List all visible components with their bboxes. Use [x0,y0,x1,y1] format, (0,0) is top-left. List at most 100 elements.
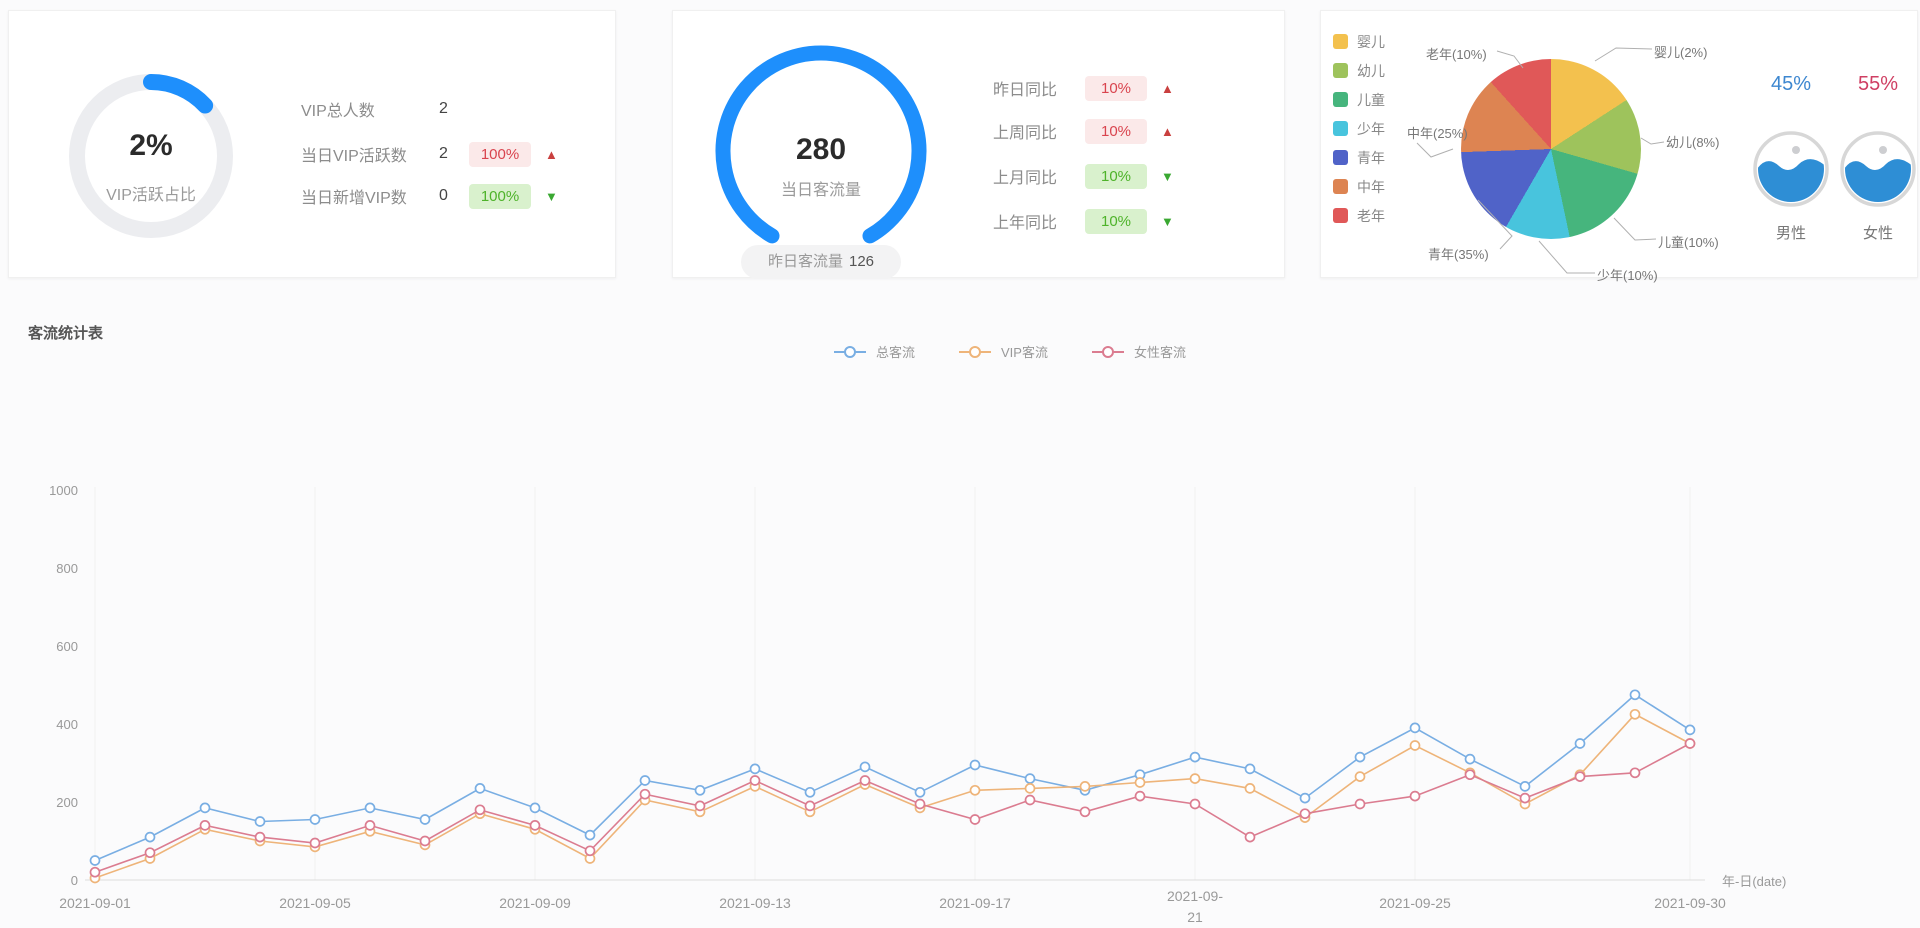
data-point-marker [1189,751,1201,763]
pie-legend-item[interactable]: 幼儿 [1333,56,1385,85]
vip-summary-card: 2% VIP活跃占比 VIP总人数 2 当日VIP活跃数 2 100% ▲ 当日新增VIP数… [8,10,616,278]
x-tick-label: 2021-09-30 [1654,895,1726,911]
data-point-marker [1574,769,1586,781]
label-connector-line [1640,137,1665,145]
data-point-marker [584,845,596,857]
label-connector-line [1416,142,1454,158]
pie-legend-item[interactable]: 青年 [1333,143,1385,172]
traffic-stat-row: 上周同比 10% ▲ [993,116,1174,146]
traffic-today-value: 280 [795,133,847,166]
data-point-marker [144,853,156,864]
chart-legend-item[interactable]: 总客流 [834,342,915,361]
label-connector-line [1496,50,1524,69]
data-point-marker [419,814,431,825]
line-chart-legend: 总客流 VIP客流 女性客流 [700,342,1320,361]
data-point-marker [914,802,926,814]
male-avatar-icon [1753,131,1829,207]
vip-donut-gauge [69,74,233,238]
data-point-marker [969,814,981,825]
x-axis-name: 年-日(date) [1722,874,1786,889]
pie-legend-item[interactable]: 少年 [1333,114,1385,143]
trend-up-icon: ▲ [1161,80,1174,96]
pie-slice-label: 老年(10%) [1426,47,1487,62]
y-tick-label: 0 [71,873,78,888]
data-point-marker [1409,722,1421,734]
data-point-marker [529,802,541,814]
trend-down-icon: ▼ [545,188,558,204]
data-point-marker [1134,777,1146,788]
data-point-marker [309,841,321,853]
data-point-marker [1299,808,1311,820]
data-point-marker [1684,724,1696,736]
legend-swatch-icon [1333,179,1348,194]
legend-label: 老年 [1357,207,1385,224]
trend-up-icon: ▲ [545,146,558,162]
legend-label: 总客流 [876,345,916,360]
data-point-marker [859,761,871,773]
legend-label: 女性客流 [1133,345,1186,360]
data-point-marker [474,808,486,820]
label-connector-line [1594,47,1653,62]
data-point-marker [419,835,431,847]
data-point-marker [639,775,651,786]
trend-down-icon: ▼ [1161,168,1174,184]
data-point-marker [1079,784,1091,796]
pill-label: 昨日客流量 [767,253,843,270]
pie-legend-item[interactable]: 婴儿 [1333,27,1385,56]
data-point-marker [1574,771,1586,782]
trend-down-icon: ▼ [1161,213,1174,229]
legend-line-marker-icon [1091,345,1124,358]
data-point-marker [474,804,486,816]
data-point-marker [144,847,156,859]
data-point-marker [749,781,761,792]
demographics-card: 婴儿 幼儿 儿童 少年 青年 中年 老年 老年(10%) 婴儿(2%) 中年(25%) 幼儿(8%… [1320,10,1918,283]
traffic-today-label: 当日客流量 [780,182,861,199]
pie-legend-item[interactable]: 中年 [1333,172,1385,201]
x-tick-label: 2021-09-25 [1379,895,1451,911]
stat-label: 昨日同比 [993,82,1058,99]
y-tick-label: 600 [56,639,78,654]
stat-label: 上周同比 [993,125,1058,142]
chart-legend-item[interactable]: VIP客流 [959,342,1048,361]
pie-legend-item[interactable]: 老年 [1333,201,1385,230]
line-chart-title: 客流统计表 [28,325,104,342]
gender-block-female: 55% 女性 [1838,73,1918,243]
trend-up-icon: ▲ [1161,123,1174,139]
data-point-marker [969,784,981,796]
trend-badge: 10% [1085,75,1147,101]
label-connector-line [1477,199,1513,250]
line-series-1 [89,708,1696,884]
data-point-marker [1244,783,1256,794]
data-point-marker [529,820,541,831]
chart-legend-item[interactable]: 女性客流 [1091,342,1186,361]
trend-badge: 100% [469,141,531,167]
data-point-marker [804,806,816,818]
data-point-marker [1519,792,1531,804]
x-tick-label: 2021-09-17 [939,895,1011,911]
traffic-stat-row: 上月同比 10% ▼ [993,161,1174,191]
data-point-marker [1464,753,1476,765]
data-point-marker [859,775,871,786]
gender-label: 男性 [1775,225,1806,242]
label-connector-line [1538,240,1595,274]
age-distribution-pie-chart[interactable] [1461,59,1641,239]
legend-swatch-icon [1333,92,1348,107]
data-point-marker [914,786,926,798]
x-tick-label: 2021-09-05 [279,895,351,911]
donut-progress-arc [143,74,214,114]
pie-slice-label: 幼儿(8%) [1666,135,1720,150]
trend-badge: 10% [1085,208,1147,234]
data-point-marker [969,759,981,771]
data-point-marker [1629,708,1641,720]
legend-line-marker-icon [834,345,866,358]
data-point-marker [364,825,376,837]
pie-legend-item[interactable]: 儿童 [1333,85,1385,114]
traffic-stat-row: 昨日同比 10% ▲ [993,73,1174,103]
gender-percent: 55% [1857,73,1899,95]
data-point-marker [914,798,926,810]
legend-swatch-icon [1333,150,1348,165]
data-point-marker [1024,783,1036,794]
y-tick-label: 200 [56,795,78,810]
vip-stat-row: VIP总人数 2 [301,94,469,124]
data-point-marker [1354,798,1366,810]
